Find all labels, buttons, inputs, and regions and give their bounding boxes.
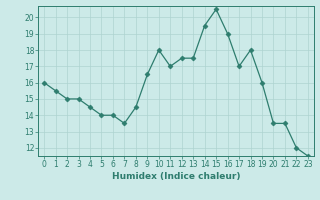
X-axis label: Humidex (Indice chaleur): Humidex (Indice chaleur) [112,172,240,181]
